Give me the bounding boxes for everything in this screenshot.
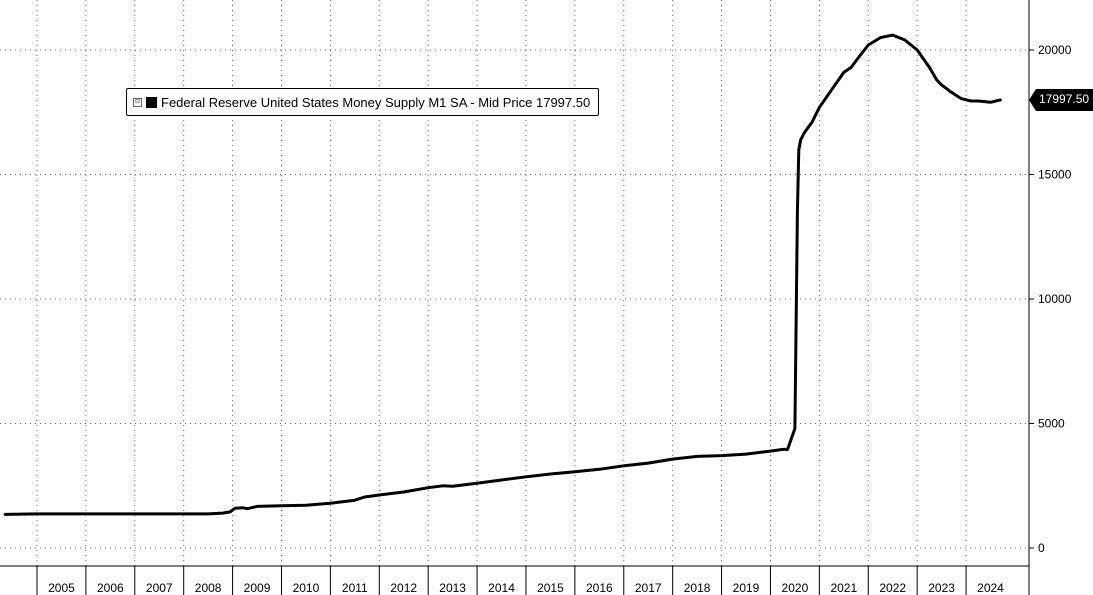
x-tick-label: 2012	[390, 581, 417, 595]
x-tick-label: 2019	[733, 581, 760, 595]
series-point	[977, 100, 980, 103]
series-point	[207, 512, 210, 515]
series-point	[246, 507, 249, 510]
x-tick-label: 2010	[293, 581, 320, 595]
x-tick-label: 2016	[586, 581, 613, 595]
legend-collapse-icon[interactable]: ⊟	[133, 97, 142, 107]
y-tick-label: 15000	[1038, 168, 1072, 182]
series-point	[969, 100, 972, 103]
x-tick-label: 2014	[488, 581, 515, 595]
series-point	[229, 510, 232, 513]
series-point	[60, 512, 63, 515]
series-point	[950, 91, 953, 94]
series-point	[4, 513, 7, 516]
series-point	[879, 36, 882, 39]
series-point	[769, 450, 772, 453]
series-point	[451, 485, 454, 488]
x-tick-label: 2023	[928, 581, 955, 595]
legend[interactable]: ⊟ Federal Reserve United States Money Su…	[126, 88, 600, 116]
series-point	[786, 448, 789, 451]
series-point	[793, 427, 796, 430]
series-point	[363, 495, 366, 498]
x-tick-label: 2005	[48, 581, 75, 595]
series-point	[476, 482, 479, 485]
series-point	[402, 490, 405, 493]
series-point	[109, 512, 112, 515]
series-point	[818, 106, 821, 109]
series-point	[781, 448, 784, 451]
series-point	[720, 454, 723, 457]
y-tick-label: 0	[1038, 541, 1045, 555]
series-point	[811, 121, 814, 124]
series-point	[989, 101, 992, 104]
series-point	[842, 71, 845, 74]
series-point	[696, 455, 699, 458]
x-tick-label: 2008	[195, 581, 222, 595]
series-point	[867, 44, 870, 47]
series-point	[797, 148, 800, 151]
series-point	[803, 131, 806, 134]
series-point	[304, 504, 307, 507]
x-tick-label: 2006	[97, 581, 124, 595]
series-point	[598, 468, 601, 471]
x-tick-label: 2020	[782, 581, 809, 595]
series-point	[378, 493, 381, 496]
series-point	[960, 97, 963, 100]
series-point	[500, 479, 503, 482]
series-point	[928, 66, 931, 69]
last-value-tag-shape	[1029, 89, 1093, 111]
x-tick-label: 2011	[342, 581, 368, 595]
series-point	[256, 505, 259, 508]
series-point	[647, 462, 650, 465]
series-point	[241, 506, 244, 509]
x-tick-label: 2021	[830, 581, 857, 595]
series-point	[234, 507, 237, 510]
series-point	[427, 486, 430, 489]
legend-label: Federal Reserve United States Money Supp…	[161, 94, 591, 110]
series-point	[622, 464, 625, 467]
series-point	[549, 473, 552, 476]
x-axis-ticks: 2005 2006 2007 2008 2009 2010 2011 2012 2013 2014…	[36, 566, 1004, 595]
series-points	[4, 34, 1002, 516]
series-point	[524, 475, 527, 478]
series-point	[857, 56, 860, 59]
x-tick-label: 2022	[879, 581, 906, 595]
series-point	[799, 138, 802, 141]
gridlines	[0, 0, 1029, 566]
x-tick-label: 2015	[537, 581, 564, 595]
y-tick-label: 10000	[1038, 292, 1072, 306]
x-tick-label: 2009	[244, 581, 271, 595]
series-point	[999, 98, 1002, 101]
series-point	[796, 210, 799, 213]
series-point	[903, 39, 906, 42]
y-tick-label: 20000	[1038, 43, 1072, 57]
series-point	[573, 470, 576, 473]
series-point	[329, 502, 332, 505]
series-point	[850, 66, 853, 69]
series-point	[36, 512, 38, 515]
x-tick-label: 2013	[439, 581, 466, 595]
series-line-m1-money-supply	[3, 33, 1002, 516]
series-point	[935, 78, 938, 81]
y-axis-ticks: 0 5000 10000 15000 20000	[1029, 43, 1072, 555]
series-point	[940, 83, 943, 86]
series-point	[221, 512, 224, 515]
x-tick-label: 2017	[635, 581, 662, 595]
series-point	[353, 499, 356, 502]
series-point	[671, 458, 674, 461]
x-tick-label: 2007	[146, 581, 173, 595]
series-point	[891, 34, 894, 37]
y-tick-label: 5000	[1038, 417, 1065, 431]
series-point	[745, 453, 748, 456]
series-point	[158, 512, 161, 515]
legend-swatch	[146, 96, 157, 108]
last-value-label: 17997.50	[1039, 92, 1090, 106]
x-tick-label: 2018	[684, 581, 711, 595]
series-point	[830, 88, 833, 91]
series-point	[441, 484, 444, 487]
series-point	[280, 504, 283, 507]
x-tick-label: 2024	[977, 581, 1004, 595]
series-point	[916, 49, 919, 51]
